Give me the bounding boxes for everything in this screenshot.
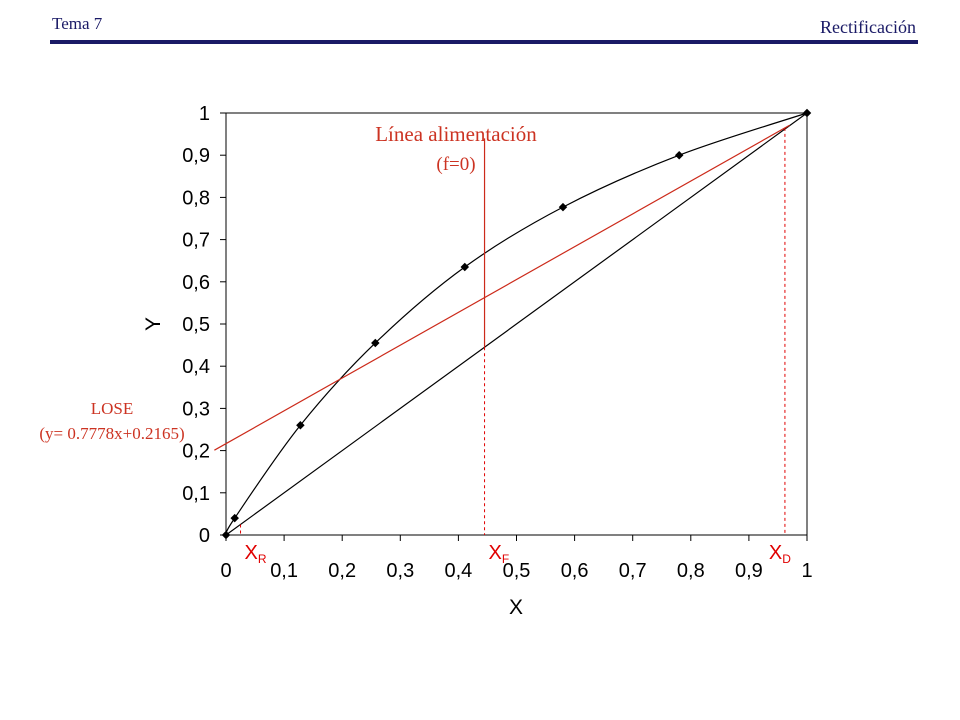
y-tick-label: 1	[199, 103, 210, 125]
y-tick-label: 0,8	[182, 187, 210, 209]
equilibrium-point	[230, 513, 239, 523]
y-tick-label: 0,7	[182, 230, 210, 252]
marker-label-d: XD	[769, 542, 791, 566]
marker-label-r: XR	[245, 542, 267, 566]
equilibrium-point	[296, 421, 305, 430]
x-tick-label: 0,9	[735, 560, 763, 582]
y-axis-title: Y	[142, 317, 165, 331]
y-tick-label: 0,1	[182, 483, 210, 505]
x-axis-title: X	[509, 596, 523, 619]
y-tick-label: 0,9	[182, 145, 210, 167]
lose-label: LOSE	[91, 399, 134, 418]
x-tick-label: 0,5	[503, 560, 531, 582]
equilibrium-point	[460, 262, 470, 272]
equilibrium-point	[371, 338, 380, 348]
diagonal-line	[225, 112, 808, 536]
x-tick-label: 0,7	[619, 560, 647, 582]
y-tick-label: 0,2	[182, 441, 210, 463]
x-tick-label: 1	[801, 560, 812, 582]
operating-line	[214, 124, 790, 451]
y-tick-label: 0,6	[182, 272, 210, 294]
tick-labels: 0 0,1 0,2 0,3 0,4 0,5 0,6 0,7 0,8 0,9 1 0 0,1 0,2 0,3 0…	[182, 103, 812, 582]
series	[214, 108, 812, 540]
y-tick-label: 0,4	[182, 356, 210, 378]
composition-markers: XR XF XD	[240, 127, 791, 566]
header-topic: Tema 7	[52, 14, 103, 33]
header-divider	[50, 40, 918, 44]
x-tick-label: 0,6	[561, 560, 589, 582]
x-tick-label: 0,4	[444, 560, 472, 582]
equilibrium-point	[558, 202, 568, 212]
x-tick-label: 0,8	[677, 560, 705, 582]
lose-equation: (y= 0.7778x+0.2165)	[39, 424, 184, 443]
x-tick-label: 0,3	[386, 560, 414, 582]
header-title: Rectificación	[820, 17, 916, 37]
axes	[220, 112, 808, 541]
x-tick-label: 0,1	[270, 560, 298, 582]
x-tick-label: 0,2	[328, 560, 356, 582]
y-tick-label: 0	[199, 525, 210, 547]
y-tick-label: 0,3	[182, 398, 210, 420]
feed-line-label: Línea alimentación	[375, 122, 537, 146]
feed-line-subtitle: (f=0)	[436, 154, 475, 175]
equilibrium-point	[674, 150, 684, 160]
x-tick-label: 0	[220, 560, 231, 582]
marker-label-f: XF	[489, 542, 510, 566]
y-tick-label: 0,5	[182, 314, 210, 336]
